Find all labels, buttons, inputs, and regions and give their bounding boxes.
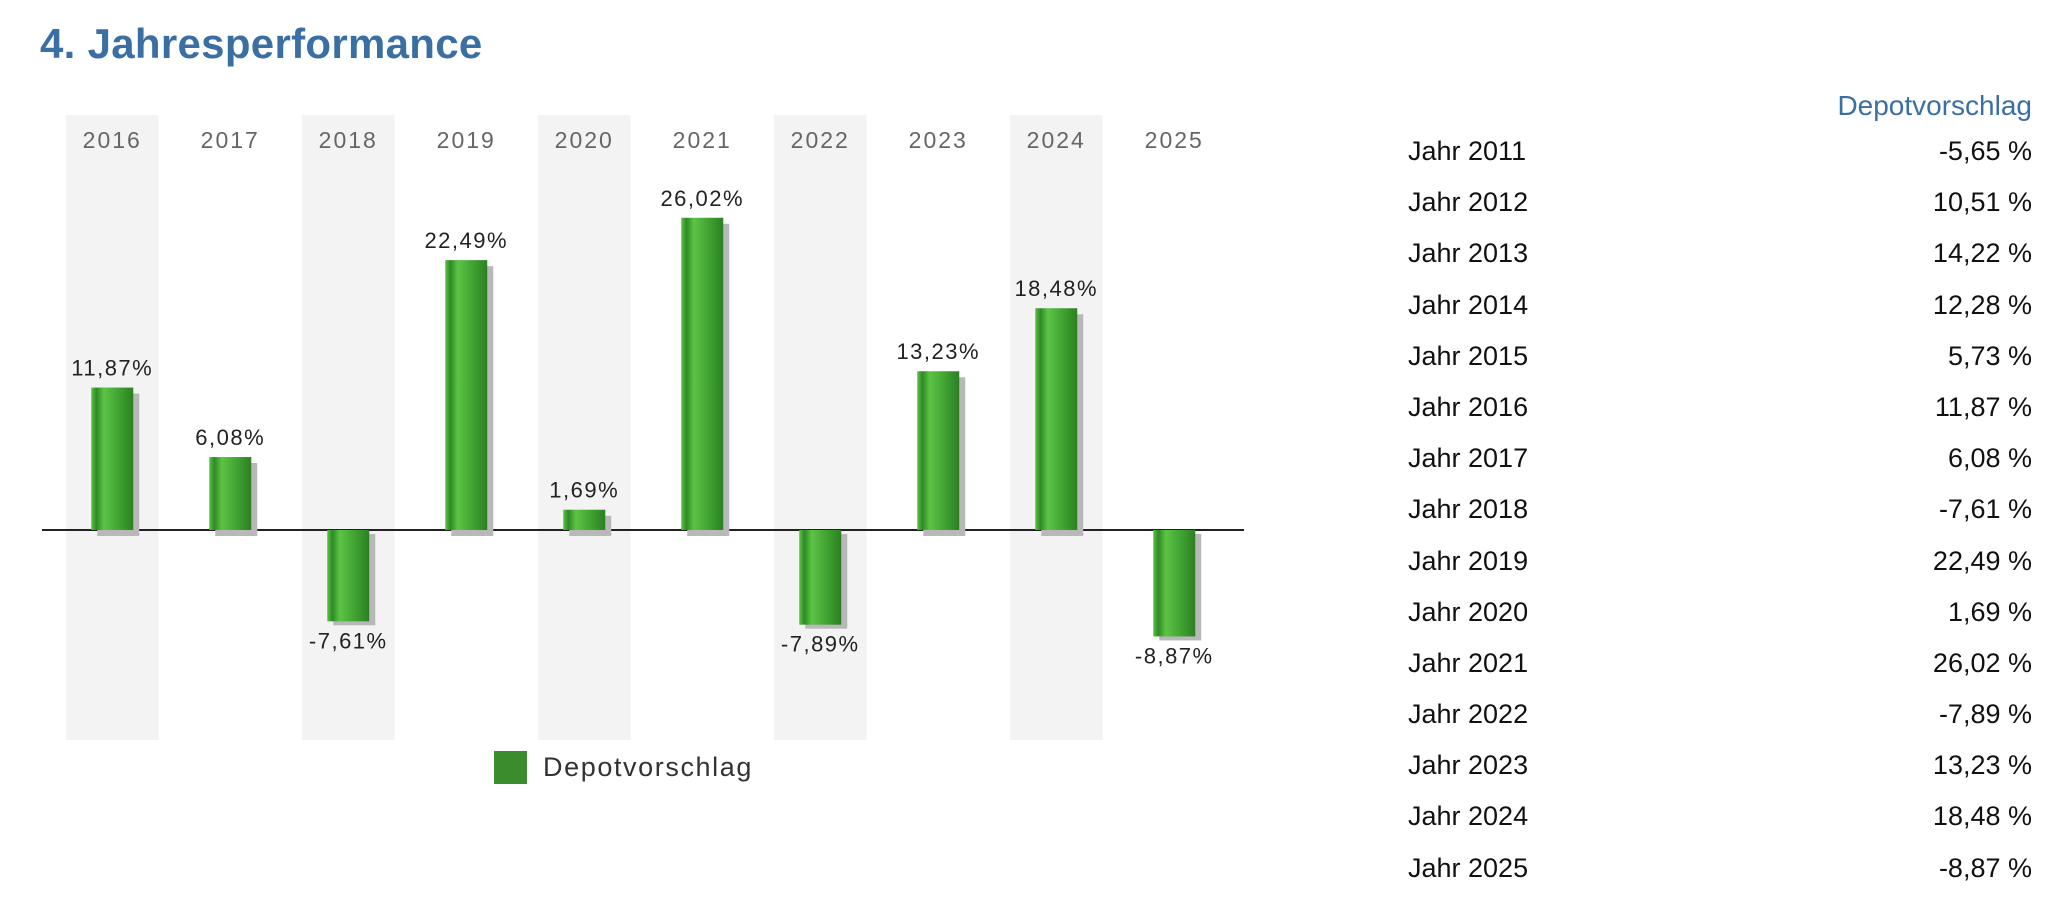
data-label: 22,49% [424, 228, 508, 253]
table-row: Jahr 2020 1,69 % [1408, 587, 2032, 638]
row-year: Jahr 2025 [1408, 852, 1529, 883]
bar [799, 530, 842, 625]
table-row: Jahr 2011 -5,65 % [1408, 126, 2032, 177]
bar [1035, 308, 1078, 530]
row-value: -7,61 % [1938, 494, 2032, 525]
x-tick-label: 2024 [1027, 127, 1086, 153]
row-value: 26,02 % [1932, 647, 2032, 678]
data-label: 6,08% [195, 425, 265, 450]
table-row: Jahr 2018 -7,61 % [1408, 484, 2032, 535]
row-year: Jahr 2011 [1408, 136, 1527, 166]
table-row: Jahr 2013 14,22 % [1408, 228, 2032, 279]
data-label: 18,48% [1014, 276, 1098, 301]
table-header: Depotvorschlag [1837, 90, 2032, 121]
x-tick-label: 2017 [201, 127, 260, 153]
x-tick-label: 2019 [437, 127, 496, 153]
bar [563, 509, 606, 530]
category-band [302, 115, 395, 740]
bar [917, 371, 960, 530]
x-tick-label: 2021 [673, 127, 732, 153]
row-year: Jahr 2022 [1408, 699, 1529, 730]
bar-chart: 2016 11,87% 2017 6,08% 2018 -7,61% 2019 22,49% 2… [42, 115, 1244, 740]
table-row: Jahr 2019 22,49 % [1408, 536, 2032, 587]
x-tick-label: 2020 [555, 127, 614, 153]
table-row: Jahr 2015 5,73 % [1408, 331, 2032, 382]
row-value: 1,69 % [1947, 596, 2032, 627]
bar [681, 217, 724, 530]
data-label: -7,89% [781, 632, 860, 657]
chart-legend: Depotvorschlag [494, 751, 753, 784]
table-row: Jahr 2012 10,51 % [1408, 177, 2032, 228]
bar [91, 387, 134, 530]
data-label: 1,69% [549, 478, 619, 503]
data-label: -7,61% [309, 628, 388, 653]
x-tick-label: 2016 [83, 127, 142, 153]
performance-table: Depotvorschlag Jahr 2011 -5,65 % Jahr 2012… [1408, 86, 2032, 894]
row-value: 10,51 % [1932, 187, 2032, 218]
x-tick-label: 2023 [909, 127, 968, 153]
row-value: 6,08 % [1947, 443, 2032, 474]
x-tick-label: 2025 [1145, 127, 1204, 153]
bar [209, 457, 252, 530]
table-row: Jahr 2023 13,23 % [1408, 740, 2032, 791]
table-row: Jahr 2014 12,28 % [1408, 280, 2032, 331]
table-row: Jahr 2025 -8,87 % [1408, 843, 2032, 894]
row-value: 13,23 % [1932, 750, 2032, 781]
row-value: 12,28 % [1932, 289, 2032, 320]
page-title: 4. Jahresperformance [40, 20, 483, 67]
bar [327, 530, 370, 622]
table-row: Jahr 2021 26,02 % [1408, 638, 2032, 689]
row-year: Jahr 2013 [1408, 238, 1529, 269]
row-year: Jahr 2023 [1408, 750, 1529, 781]
data-label: -8,87% [1135, 643, 1214, 668]
row-year: Jahr 2024 [1408, 801, 1529, 832]
row-value: 18,48 % [1932, 801, 2032, 832]
data-label: 26,02% [660, 186, 744, 211]
table-row: Jahr 2024 18,48 % [1408, 791, 2032, 842]
row-value: -5,65 % [1938, 136, 2032, 166]
table-row: Jahr 2017 6,08 % [1408, 433, 2032, 484]
legend-label: Depotvorschlag [543, 752, 754, 782]
row-year: Jahr 2019 [1408, 545, 1529, 576]
category-band [538, 115, 631, 740]
row-year: Jahr 2012 [1408, 187, 1529, 218]
row-year: Jahr 2021 [1408, 647, 1529, 678]
row-year: Jahr 2020 [1408, 596, 1529, 627]
row-value: -7,89 % [1938, 699, 2032, 730]
x-tick-label: 2018 [319, 127, 378, 153]
table-row: Jahr 2016 11,87 % [1408, 382, 2032, 433]
row-year: Jahr 2015 [1408, 340, 1529, 371]
row-value: -8,87 % [1938, 852, 2032, 883]
row-year: Jahr 2018 [1408, 494, 1529, 525]
row-value: 14,22 % [1932, 238, 2032, 269]
row-value: 22,49 % [1932, 545, 2032, 576]
bar [1153, 530, 1196, 637]
row-year: Jahr 2017 [1408, 443, 1529, 474]
table-body: Jahr 2011 -5,65 % Jahr 2012 10,51 % Jahr 201… [1408, 126, 2032, 894]
row-year: Jahr 2014 [1408, 289, 1529, 320]
data-label: 11,87% [71, 356, 153, 381]
row-year: Jahr 2016 [1408, 391, 1529, 422]
x-tick-label: 2022 [791, 127, 850, 153]
category-band [774, 115, 867, 740]
legend-swatch [494, 751, 527, 784]
row-value: 11,87 % [1934, 391, 2032, 422]
row-value: 5,73 % [1947, 340, 2032, 371]
table-row: Jahr 2022 -7,89 % [1408, 689, 2032, 740]
data-label: 13,23% [896, 339, 980, 364]
bar [445, 260, 488, 530]
